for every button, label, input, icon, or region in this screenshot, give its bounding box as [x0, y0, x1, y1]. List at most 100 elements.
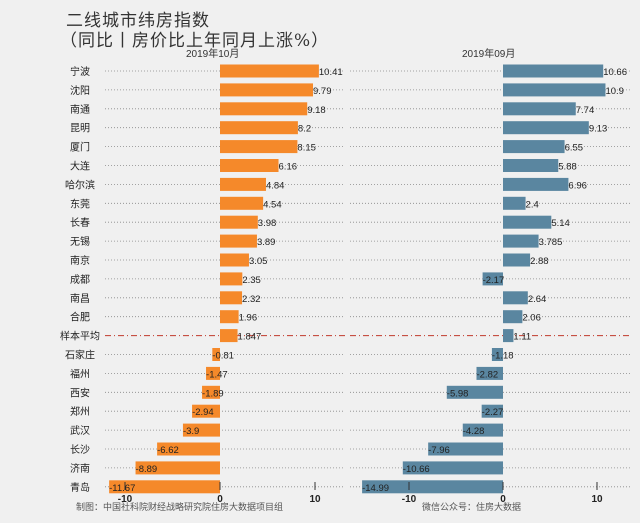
bar	[220, 329, 238, 343]
data-label: -2.82	[476, 369, 498, 380]
bar	[220, 272, 243, 286]
bar	[182, 423, 220, 437]
category-label: 石家庄	[65, 349, 95, 362]
data-label: 6.96	[568, 180, 587, 191]
x-tick-label: -10	[118, 494, 133, 505]
bar	[503, 64, 604, 78]
bar	[157, 442, 220, 456]
category-label: 合肥	[70, 311, 90, 324]
bar	[481, 404, 503, 418]
x-tick-label: 10	[591, 494, 603, 505]
data-label: 9.18	[307, 105, 326, 116]
data-label: -0.81	[212, 351, 234, 362]
bar	[503, 159, 559, 172]
data-label: 10.41	[319, 67, 343, 78]
bar	[206, 366, 220, 380]
category-label: 大连	[70, 160, 90, 173]
bar	[503, 234, 539, 248]
bar	[503, 196, 526, 210]
bar	[503, 310, 523, 324]
category-label: 济南	[70, 462, 90, 475]
bar	[192, 404, 220, 418]
bar	[220, 215, 258, 229]
data-label: 4.54	[263, 199, 282, 210]
bar	[220, 310, 239, 324]
bar	[220, 253, 249, 267]
category-label: 南京	[70, 254, 90, 267]
bar	[212, 348, 220, 361]
bar	[109, 480, 220, 494]
data-label: 2.4	[526, 199, 539, 210]
bar	[491, 348, 503, 361]
data-label: 10.66	[603, 67, 627, 78]
data-label: -2.27	[482, 407, 504, 418]
data-label: 6.16	[279, 162, 298, 173]
bar	[135, 461, 220, 475]
category-label: 厦门	[70, 141, 90, 154]
bar	[220, 234, 257, 248]
x-tick-label: 10	[309, 494, 321, 505]
bar	[482, 272, 503, 286]
x-tick-label: -10	[402, 494, 417, 505]
data-label: 5.14	[551, 218, 570, 229]
bar	[428, 442, 503, 456]
bar	[220, 177, 266, 191]
footer-right: 微信公众号：住房大数据	[422, 503, 522, 513]
data-label: 4.84	[266, 180, 285, 191]
bar	[220, 83, 314, 97]
category-label: 成都	[70, 274, 90, 286]
data-label: -3.9	[183, 426, 199, 437]
bar	[503, 177, 569, 191]
bar	[462, 423, 503, 437]
bar	[476, 366, 503, 380]
data-label: -14.99	[362, 483, 389, 494]
data-label: 2.88	[530, 256, 549, 267]
bar	[220, 159, 279, 172]
data-label: 7.74	[576, 105, 595, 116]
category-label: 哈尔滨	[65, 178, 95, 191]
footer-left: 制图：中国社科院财经战略研究院住房大数据项目组	[76, 503, 284, 513]
bar	[402, 461, 503, 475]
data-label: -7.96	[428, 445, 450, 456]
category-label: 沈阳	[70, 84, 90, 97]
bar	[220, 140, 298, 154]
data-label: -6.62	[157, 445, 179, 456]
x-tick-label: 0	[500, 494, 506, 505]
data-label: -2.94	[192, 407, 214, 418]
category-label: 宁波	[70, 65, 90, 78]
chart-subtitle: （同比丨房价比上年同月上涨%）	[60, 31, 330, 51]
bar	[503, 102, 576, 116]
category-label: 无锡	[70, 235, 90, 248]
bar	[220, 102, 308, 116]
category-label: 长春	[70, 217, 90, 229]
category-label: 西安	[70, 386, 90, 399]
panel-title-right: 2019年09月	[462, 49, 516, 60]
data-label: -1.18	[492, 351, 514, 362]
bar	[503, 215, 552, 229]
data-label: 5.88	[558, 162, 577, 173]
category-label: 长沙	[70, 444, 90, 456]
category-label: 样本平均	[60, 330, 100, 343]
data-label: -8.89	[136, 464, 158, 475]
data-label: -1.47	[206, 369, 228, 380]
category-label: 武汉	[70, 424, 90, 437]
bar	[220, 291, 243, 305]
category-label: 昆明	[70, 123, 90, 135]
bar	[503, 253, 531, 267]
bar	[503, 291, 528, 305]
data-label: 1.11	[513, 332, 531, 343]
data-label: 2.32	[242, 294, 260, 305]
category-label: 郑州	[70, 405, 90, 418]
data-label: 3.05	[249, 256, 268, 267]
data-label: 2.06	[522, 313, 541, 324]
data-label: -2.17	[483, 275, 505, 286]
bar	[503, 140, 565, 154]
category-label: 东莞	[70, 197, 90, 210]
category-label: 南通	[70, 103, 90, 116]
panel-title-left: 2019年10月	[186, 49, 240, 60]
bar	[503, 121, 589, 135]
bar	[503, 83, 606, 97]
data-label: 2.35	[242, 275, 261, 286]
